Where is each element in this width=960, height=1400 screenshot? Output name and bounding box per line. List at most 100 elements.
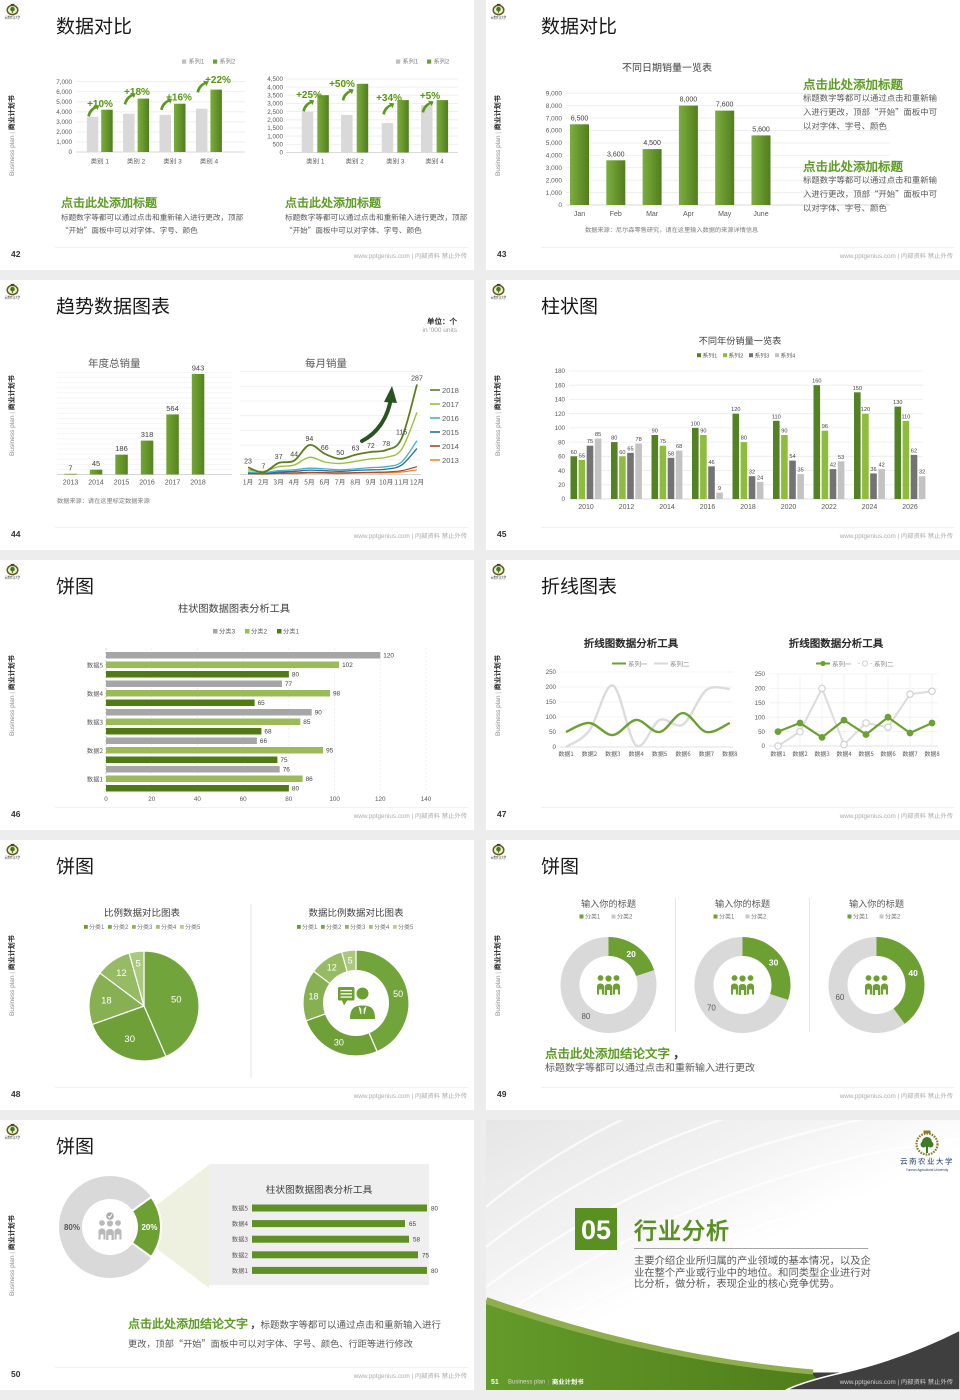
svg-text:80: 80 xyxy=(431,1268,439,1275)
svg-text:2012: 2012 xyxy=(619,504,635,511)
svg-text:数据2: 数据2 xyxy=(87,746,104,755)
svg-text:5,600: 5,600 xyxy=(752,126,770,133)
svg-text:80%: 80% xyxy=(64,1223,80,1232)
svg-text:44: 44 xyxy=(290,452,298,459)
svg-text:5: 5 xyxy=(135,958,140,969)
svg-text:180: 180 xyxy=(555,368,566,375)
svg-text:系列二: 系列二 xyxy=(874,658,894,668)
svg-text:65: 65 xyxy=(258,700,266,707)
svg-text:100: 100 xyxy=(555,425,566,432)
svg-text:75: 75 xyxy=(587,439,593,445)
svg-text:100: 100 xyxy=(546,714,557,721)
svg-text:6,000: 6,000 xyxy=(546,128,563,135)
svg-text:2018: 2018 xyxy=(190,480,206,487)
svg-text:68: 68 xyxy=(264,729,272,736)
svg-text:0: 0 xyxy=(553,744,557,751)
svg-text:系列2: 系列2 xyxy=(434,58,450,66)
svg-text:150: 150 xyxy=(755,700,766,707)
svg-text:30: 30 xyxy=(769,957,779,967)
svg-text:7月: 7月 xyxy=(335,477,346,487)
svg-text:云南农业大学: 云南农业大学 xyxy=(5,295,21,301)
svg-text:5月: 5月 xyxy=(304,477,315,487)
svg-text:2013: 2013 xyxy=(63,480,79,487)
svg-text:4月: 4月 xyxy=(289,477,300,487)
svg-text:年度总销量: 年度总销量 xyxy=(88,356,141,371)
svg-text:云南农业大学: 云南农业大学 xyxy=(5,855,21,861)
svg-text:0: 0 xyxy=(279,150,283,157)
svg-text:系列一: 系列一 xyxy=(832,658,852,668)
svg-text:分类1: 分类1 xyxy=(719,913,735,921)
svg-text:分类1: 分类1 xyxy=(283,628,300,636)
svg-text:85: 85 xyxy=(595,432,601,438)
svg-text:分类1: 分类1 xyxy=(302,923,318,931)
svg-text:系列4: 系列4 xyxy=(781,353,797,360)
svg-text:564: 564 xyxy=(166,404,179,413)
svg-text:140: 140 xyxy=(555,397,566,404)
svg-text:18: 18 xyxy=(308,992,318,1002)
svg-text:Jan: Jan xyxy=(574,211,585,218)
svg-text:40: 40 xyxy=(194,796,202,803)
svg-text:7: 7 xyxy=(261,463,265,470)
svg-text:32: 32 xyxy=(749,470,755,476)
svg-text:90: 90 xyxy=(652,429,658,435)
svg-text:系列1: 系列1 xyxy=(703,353,718,360)
svg-text:数据2: 数据2 xyxy=(582,749,598,758)
svg-text:32: 32 xyxy=(919,470,925,476)
svg-text:2016: 2016 xyxy=(442,414,459,423)
svg-text:数据5: 数据5 xyxy=(87,660,104,669)
svg-text:分类1: 分类1 xyxy=(89,923,105,931)
svg-text:数据6: 数据6 xyxy=(880,749,896,758)
svg-text:60: 60 xyxy=(835,993,844,1002)
svg-text:分类4: 分类4 xyxy=(161,923,177,931)
svg-text:数据4: 数据4 xyxy=(232,1219,249,1228)
svg-text:www.pptgenius.com | 内部资料 禁止外传: www.pptgenius.com | 内部资料 禁止外传 xyxy=(839,1378,953,1386)
svg-text:2014: 2014 xyxy=(659,504,675,511)
svg-text:数据5: 数据5 xyxy=(652,749,667,758)
svg-text:分类2: 分类2 xyxy=(617,913,633,921)
svg-text:输入你的标题: 输入你的标题 xyxy=(715,896,770,910)
svg-text:类别 4: 类别 4 xyxy=(200,158,219,166)
svg-text:数据来源：尼尔森零售研究，请在这里输入数据的来源详情信息: 数据来源：尼尔森零售研究，请在这里输入数据的来源详情信息 xyxy=(585,225,758,234)
svg-text:数据2: 数据2 xyxy=(792,749,808,758)
svg-text:系列二: 系列二 xyxy=(670,658,690,668)
svg-text:60: 60 xyxy=(240,796,248,803)
svg-text:0: 0 xyxy=(558,202,562,209)
svg-text:1,500: 1,500 xyxy=(267,125,283,132)
svg-text:2014: 2014 xyxy=(88,480,104,487)
svg-text:类别 2: 类别 2 xyxy=(345,158,364,166)
svg-text:90: 90 xyxy=(315,710,323,717)
svg-text:1月: 1月 xyxy=(243,477,254,487)
svg-text:75: 75 xyxy=(660,439,666,445)
svg-text:2014: 2014 xyxy=(442,442,459,451)
svg-text:2,000: 2,000 xyxy=(56,129,72,136)
svg-text:96: 96 xyxy=(822,424,828,430)
svg-text:110: 110 xyxy=(901,414,910,420)
svg-text:7,000: 7,000 xyxy=(546,115,563,122)
svg-text:20%: 20% xyxy=(141,1223,157,1232)
svg-text:160: 160 xyxy=(812,379,821,385)
svg-text:120: 120 xyxy=(383,653,394,660)
svg-text:10月: 10月 xyxy=(379,477,393,487)
svg-text:2017: 2017 xyxy=(165,480,181,487)
svg-text:6,000: 6,000 xyxy=(56,89,72,96)
svg-text:102: 102 xyxy=(342,662,353,669)
svg-text:9: 9 xyxy=(718,486,721,492)
svg-text:2017: 2017 xyxy=(442,400,459,409)
svg-text:40: 40 xyxy=(908,968,918,978)
svg-text:5: 5 xyxy=(348,955,353,965)
svg-text:54: 54 xyxy=(789,454,795,460)
svg-text:120: 120 xyxy=(555,411,566,418)
svg-text:2015: 2015 xyxy=(442,428,459,437)
svg-text:42: 42 xyxy=(830,463,836,469)
svg-text:115: 115 xyxy=(396,429,407,436)
svg-text:12: 12 xyxy=(116,968,127,979)
svg-text:150: 150 xyxy=(853,386,862,392)
svg-text:2018: 2018 xyxy=(740,504,756,511)
svg-text:Apr: Apr xyxy=(683,211,695,218)
svg-text:Yunnan Agricultural University: Yunnan Agricultural University xyxy=(906,1168,949,1172)
svg-text:数据4: 数据4 xyxy=(836,749,852,758)
svg-text:May: May xyxy=(718,211,732,218)
svg-text:36: 36 xyxy=(870,467,876,473)
svg-text:20: 20 xyxy=(626,949,636,959)
svg-text:柱状图数据图表分析工具: 柱状图数据图表分析工具 xyxy=(266,1182,373,1196)
